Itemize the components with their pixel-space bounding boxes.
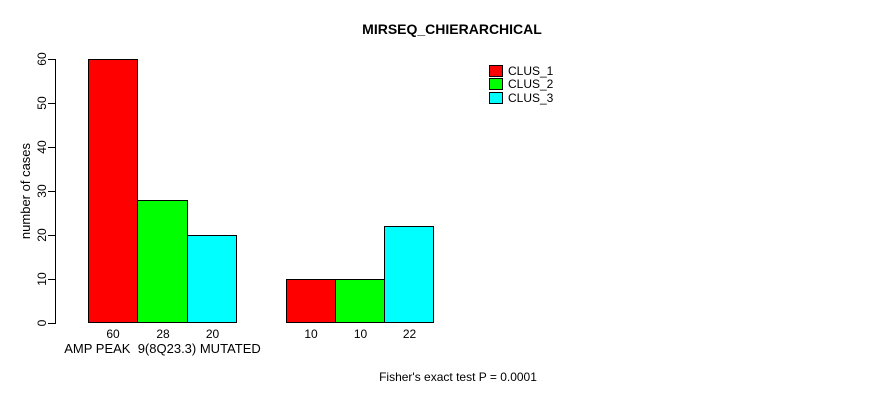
- y-tick-label: 0: [35, 319, 49, 327]
- bar-clus_1-group2: [286, 279, 336, 323]
- y-tick: [48, 323, 55, 324]
- y-tick-label: 10: [35, 272, 49, 286]
- bar-clus_3-group2: [384, 226, 434, 323]
- bar-clus_2-group2: [335, 279, 385, 323]
- y-tick: [48, 59, 55, 60]
- bar-clus_2-group1: [137, 200, 188, 323]
- y-tick: [48, 235, 55, 236]
- legend: CLUS_1 CLUS_2 CLUS_3: [489, 64, 553, 105]
- legend-label: CLUS_2: [508, 77, 554, 92]
- y-tick-label: 40: [35, 140, 49, 154]
- group-label: AMP PEAK 9(8Q23.3) MUTATED: [64, 341, 261, 356]
- y-axis-label: number of cases: [18, 142, 33, 240]
- legend-swatch-clus_3: [489, 91, 503, 104]
- y-tick-label: 50: [35, 96, 49, 110]
- bar-clus_3-group1: [187, 235, 237, 323]
- bar-value-label: 10: [353, 327, 368, 341]
- y-tick: [48, 279, 55, 280]
- legend-item-clus_2: CLUS_2: [489, 78, 553, 92]
- bar-value-label: 28: [156, 327, 170, 341]
- legend-swatch-clus_2: [489, 78, 503, 91]
- bar-value-label: 20: [205, 327, 220, 341]
- annotation-fishers-test: Fisher's exact test P = 0.0001: [379, 370, 537, 384]
- legend-label: CLUS_3: [508, 90, 554, 105]
- y-tick-label: 30: [35, 184, 49, 198]
- bar-value-label: 60: [106, 327, 120, 341]
- legend-item-clus_3: CLUS_3: [489, 91, 553, 105]
- bar-value-label: 10: [304, 327, 318, 341]
- y-axis-line: [55, 59, 56, 324]
- y-tick: [48, 147, 55, 148]
- y-tick-label: 20: [35, 228, 49, 242]
- y-tick-label: 60: [35, 52, 49, 66]
- chart-title: MIRSEQ_CHIERARCHICAL: [362, 21, 542, 37]
- y-tick: [48, 191, 55, 192]
- legend-swatch-clus_1: [489, 64, 503, 77]
- bar-value-label: 22: [402, 327, 417, 341]
- legend-item-clus_1: CLUS_1: [489, 64, 553, 78]
- bar-clus_1-group1: [88, 59, 138, 323]
- y-tick: [48, 103, 55, 104]
- legend-label: CLUS_1: [508, 63, 554, 78]
